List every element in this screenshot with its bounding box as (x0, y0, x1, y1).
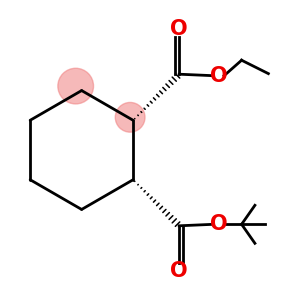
Circle shape (115, 102, 145, 132)
Text: O: O (210, 66, 227, 86)
Text: O: O (210, 214, 227, 234)
Text: O: O (170, 19, 188, 39)
Circle shape (58, 68, 94, 104)
Text: O: O (170, 261, 188, 281)
